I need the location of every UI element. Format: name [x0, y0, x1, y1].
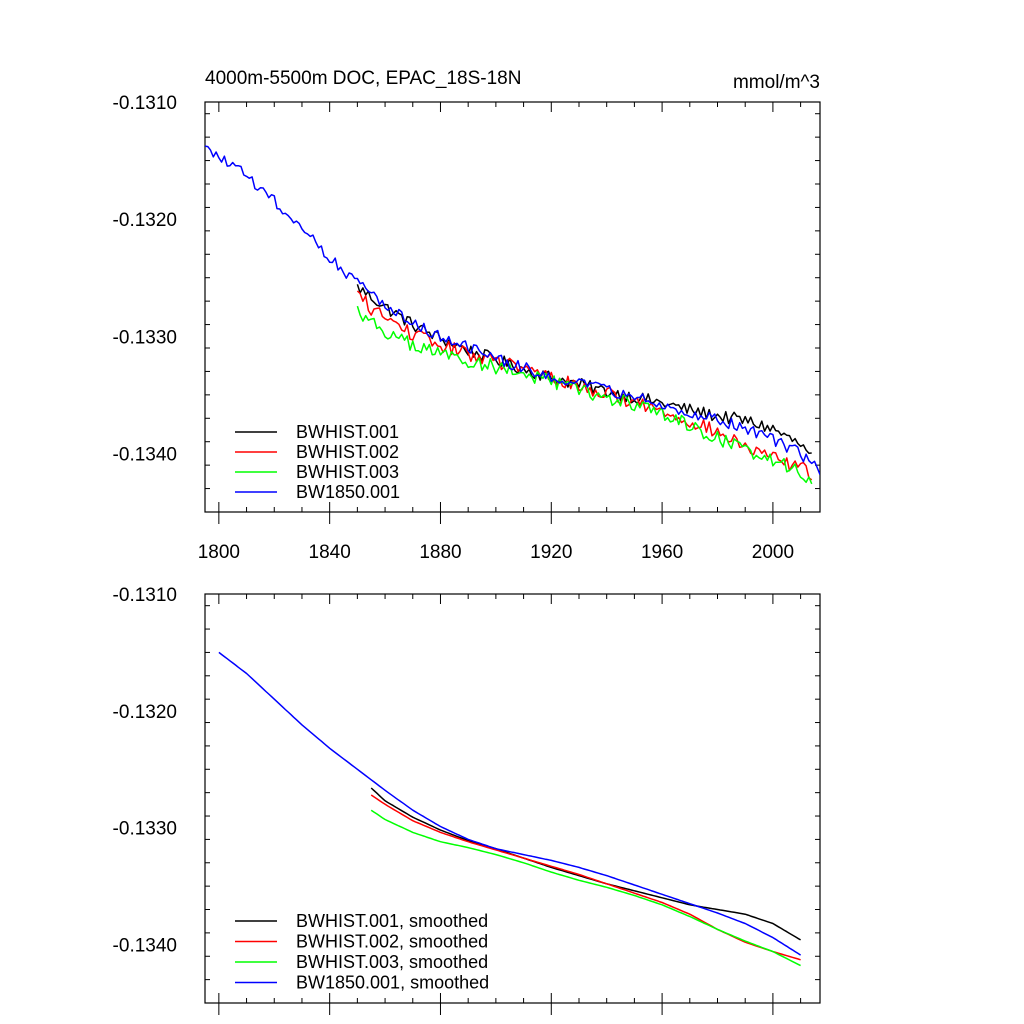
chart-title: 4000m-5500m DOC, EPAC_18S-18N	[205, 68, 521, 89]
bottom-y-tick-label: -0.1340	[113, 936, 177, 957]
bottom-legend-label: BWHIST.001, smoothed	[296, 911, 488, 931]
top-y-tick-label: -0.1310	[113, 93, 177, 114]
top-series-line-bwhist-003	[356, 305, 813, 485]
bottom-legend-label: BWHIST.003, smoothed	[296, 952, 488, 972]
top-y-tick-label: -0.1320	[113, 210, 177, 231]
top-x-tick-label: 1800	[198, 542, 240, 563]
bottom-series-line-bw1850-001-smoothed	[218, 651, 802, 956]
bottom-series-line-bwhist-001-smoothed	[370, 787, 801, 941]
bottom-panel: -0.1310 -0.1320 -0.1330 -0.1340 BWHIST.001, …	[113, 585, 821, 1015]
bottom-series-line-bwhist-003-smoothed	[370, 809, 801, 967]
top-legend-label: BWHIST.002	[296, 442, 399, 462]
bottom-legend-label: BW1850.001, smoothed	[296, 973, 489, 993]
top-y-tick-label: -0.1330	[113, 327, 177, 348]
top-series-line-bwhist-002	[356, 290, 813, 481]
top-x-tick-label: 2000	[752, 542, 794, 563]
top-plot-frame	[204, 101, 821, 513]
top-x-tick-label: 1880	[419, 542, 461, 563]
bottom-legend-label: BWHIST.002, smoothed	[296, 932, 488, 952]
top-panel: 1800 1840 1880 1920 1960 2000 -0.1310 -0.1320 -0…	[113, 68, 821, 563]
bottom-y-tick-label: -0.1310	[113, 585, 177, 606]
top-legend-label: BW1850.001	[296, 482, 400, 502]
top-series-line-bw1850-001	[205, 145, 820, 475]
top-x-tick-label: 1920	[530, 542, 572, 563]
bottom-plot-frame	[204, 593, 821, 1004]
top-x-tick-label: 1840	[309, 542, 351, 563]
top-legend-label: BWHIST.001	[296, 422, 399, 442]
bottom-y-tick-label: -0.1320	[113, 702, 177, 723]
top-y-tick-label: -0.1340	[113, 444, 177, 465]
bottom-y-tick-label: -0.1330	[113, 819, 177, 840]
top-legend-label: BWHIST.003	[296, 462, 399, 482]
top-x-tick-label: 1960	[641, 542, 683, 563]
units-label: mmol/m^3	[733, 72, 820, 93]
